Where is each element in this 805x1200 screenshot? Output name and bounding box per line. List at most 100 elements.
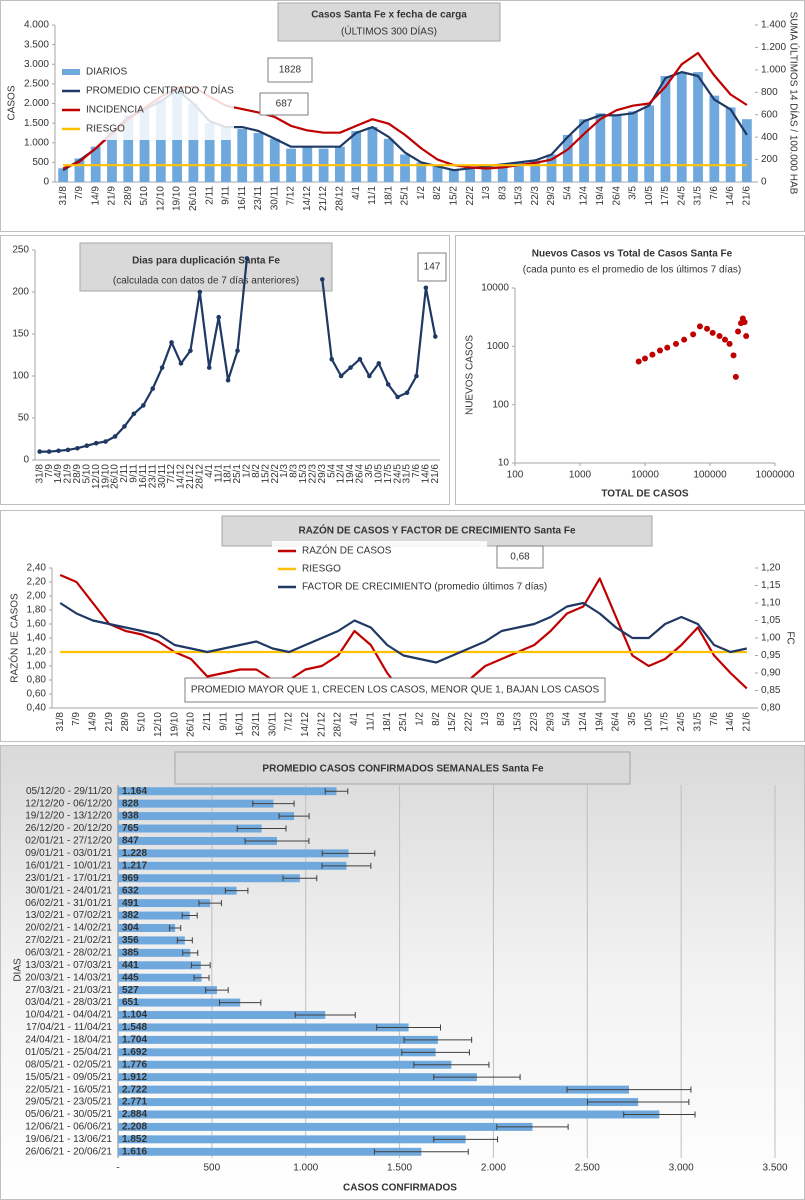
error-bar [205, 987, 229, 994]
x-tick-label: 28/12 [335, 186, 346, 211]
line-marker [122, 424, 127, 429]
y-tick-label: 50 [18, 413, 30, 424]
line-marker [395, 394, 400, 400]
error-bar [413, 1061, 490, 1068]
line-marker [103, 439, 108, 444]
bar [595, 113, 606, 182]
y-tick-label: 22/05/21 - 16/05/21 [25, 1084, 112, 1095]
bar [546, 154, 557, 182]
x-tick-label: 100 [507, 470, 524, 481]
value-label: 382 [122, 910, 139, 921]
value-label: 1.616 [122, 1146, 147, 1157]
x-tick-label: 14/12 [302, 186, 313, 211]
scatter-point [732, 373, 739, 380]
y-tick-label: 26/12/20 - 20/12/20 [25, 823, 112, 834]
x-tick-label: 7/9 [44, 464, 55, 478]
value-label: 1.692 [122, 1047, 147, 1058]
y2-tick-label: 0,90 [761, 668, 781, 679]
annotation: 1828 [279, 65, 302, 76]
scatter-point [635, 358, 642, 365]
x-tick-label: 1/2 [242, 464, 253, 478]
title-box [79, 242, 333, 292]
scatter-point [681, 336, 688, 343]
bar [118, 911, 190, 920]
x-tick-label: 15/3 [513, 712, 524, 732]
bar [448, 170, 459, 182]
y-tick-label: 3.000 [24, 59, 49, 70]
x-tick-label: 2/11 [119, 464, 130, 483]
error-bar [433, 1136, 499, 1143]
line-marker [329, 356, 334, 362]
y2-axis-label: FC [784, 631, 795, 644]
x-tick-label: 8/3 [497, 186, 508, 200]
x-tick-label: 21/12 [185, 464, 196, 489]
bar [432, 166, 443, 182]
x-tick-label: 100000 [693, 470, 727, 481]
x-tick-label: 28/12 [333, 712, 344, 737]
line-marker [178, 361, 184, 366]
y-tick-label: 27/03/21 - 21/03/21 [25, 985, 112, 996]
line-marker [65, 447, 71, 453]
annotation: 0,68 [510, 552, 530, 563]
x-tick-label: 8/2 [431, 712, 442, 726]
y-tick-label: 09/01/21 - 03/01/21 [25, 848, 112, 859]
x-tick-label: 9/11 [129, 464, 140, 483]
bar [367, 127, 378, 182]
value-label: 1.164 [122, 786, 147, 797]
bar [118, 1135, 466, 1144]
scatter-point [709, 329, 716, 336]
x-tick-label: 25/1 [232, 464, 243, 484]
scatter-point [673, 340, 680, 347]
chart-title: Nuevos Casos vs Total de Casos Santa Fe [532, 249, 733, 260]
y-tick-label: 2,00 [27, 591, 47, 602]
x-tick-label: 5/4 [562, 712, 573, 726]
x-tick-label: 2/11 [204, 186, 215, 205]
x-tick-label: 7/12 [166, 464, 177, 484]
bar [497, 164, 508, 182]
bar [118, 924, 176, 932]
y-tick-label: 03/04/21 - 28/03/21 [25, 997, 112, 1008]
line-marker [225, 377, 231, 383]
value-label: 651 [122, 997, 139, 1008]
y-tick-label: 150 [12, 329, 29, 340]
x-tick-label: 14/12 [176, 464, 187, 489]
legend-label: PROMEDIO CENTRADO 7 DÍAS [86, 84, 234, 97]
y-tick-label: 0,40 [27, 703, 47, 714]
x-tick-label: 19/4 [595, 186, 606, 206]
x-tick-label: 21/6 [430, 464, 441, 484]
line-marker [385, 382, 391, 387]
bar [118, 787, 337, 796]
y2-tick-label: 0 [761, 177, 767, 188]
x-tick-label: 31/5 [402, 464, 413, 484]
bar [118, 948, 191, 957]
x-tick-label: 4/1 [204, 464, 215, 478]
y-tick-label: 02/01/21 - 27/12/20 [25, 836, 112, 847]
bar [118, 849, 349, 858]
scatter-point [741, 319, 748, 326]
value-label: 938 [122, 811, 139, 822]
bar [660, 76, 671, 182]
x-tick-label: 2/11 [202, 712, 213, 731]
value-label: 1.776 [122, 1059, 147, 1070]
bar [400, 154, 410, 182]
chart-subtitle: (cada punto es el promedio de los último… [523, 265, 741, 276]
value-label: 1.217 [122, 860, 147, 871]
bar [118, 824, 262, 833]
x-tick-label: 10/5 [643, 712, 654, 732]
x-tick-label: 21/12 [316, 712, 327, 737]
y-tick-label: 2.500 [24, 79, 49, 90]
x-tick-label: 7/6 [709, 186, 720, 200]
error-bar [321, 862, 372, 869]
x-tick-label: 1000 [569, 470, 592, 481]
series-line [59, 601, 748, 664]
bar [118, 936, 185, 945]
y-tick-label: 12/12/20 - 06/12/20 [25, 798, 112, 809]
line-marker [376, 361, 382, 366]
bar [118, 1098, 639, 1107]
x-tick-label: 7/6 [709, 712, 720, 726]
value-label: 527 [122, 985, 139, 996]
x-tick-label: 24/5 [676, 712, 687, 732]
annotation-box [259, 92, 309, 116]
x-tick-label: 11/1 [367, 186, 378, 205]
panel [455, 235, 805, 505]
